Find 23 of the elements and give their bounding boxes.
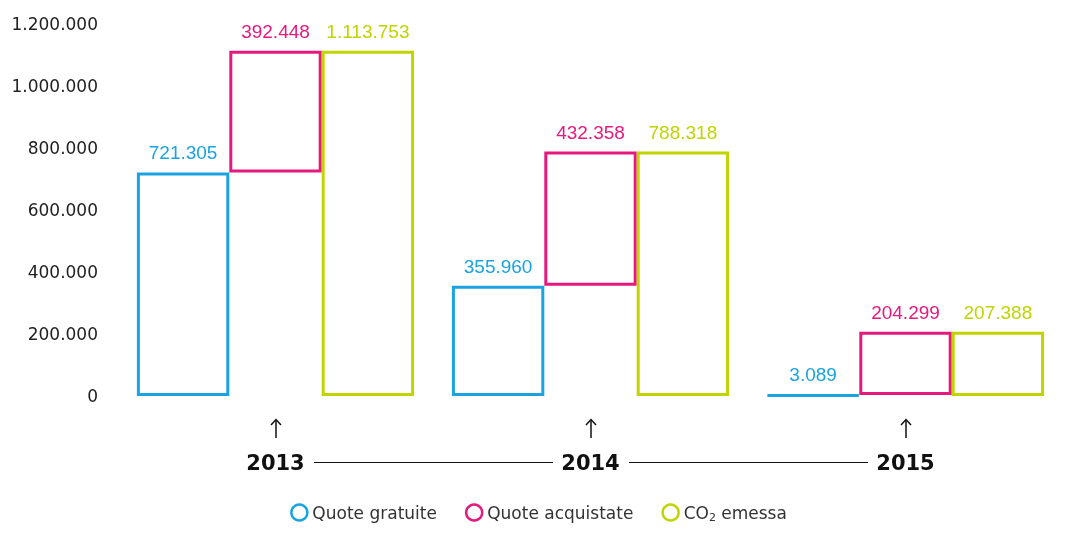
legend-label: Quote gratuite (312, 502, 437, 523)
data-label: 207.388 (963, 301, 1033, 323)
x-tick-label: 2014 (561, 450, 620, 475)
data-label: 721.305 (148, 142, 218, 164)
x-tick-label: 2015 (876, 450, 935, 475)
data-label: 788.318 (648, 121, 718, 143)
y-tick-label: 1.000.000 (11, 76, 98, 96)
x-tick-label: 2013 (246, 450, 305, 475)
bar (136, 172, 230, 396)
y-tick-label: 0 (87, 386, 98, 406)
y-tick-label: 200.000 (27, 324, 98, 344)
bar (451, 285, 545, 396)
y-tick-label: 800.000 (27, 138, 98, 158)
data-label: 1.113.753 (326, 20, 410, 42)
data-label: 432.358 (556, 121, 625, 143)
data-label: 3.089 (789, 364, 837, 386)
y-tick-label: 400.000 (27, 262, 98, 282)
data-label: 355.960 (463, 255, 533, 277)
data-label: 392.448 (241, 20, 310, 42)
data-label: 204.299 (871, 301, 940, 323)
y-tick-label: 600.000 (27, 200, 98, 220)
legend-label: Quote acquistate (487, 502, 634, 523)
y-tick-label: 1.200.000 (11, 14, 98, 34)
